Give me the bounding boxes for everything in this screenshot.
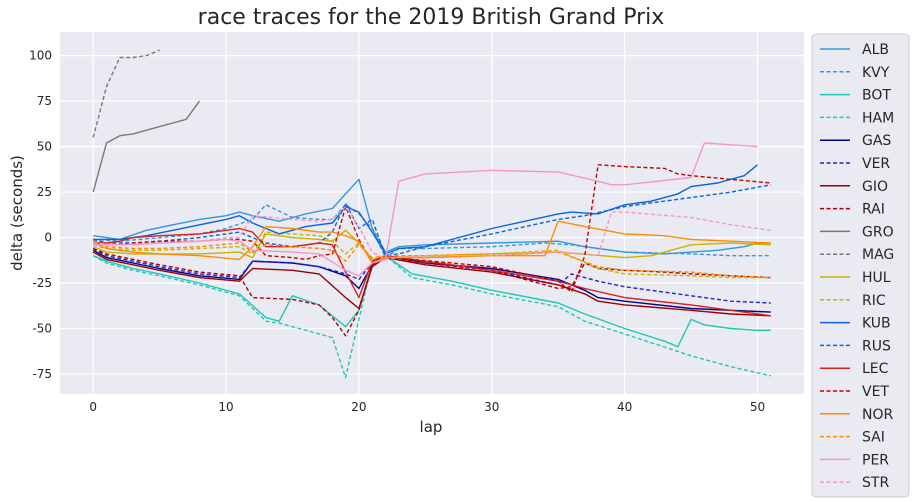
y-tick-label: 50 [37, 140, 52, 154]
legend-label-sai: SAI [862, 430, 885, 446]
legend-label-kvy: KVY [862, 65, 890, 81]
y-tick-label: 75 [37, 94, 52, 108]
legend-box [811, 33, 910, 498]
legend-label-kub: KUB [862, 316, 891, 332]
series-line-ric [93, 231, 771, 279]
legend-label-ric: RIC [862, 293, 886, 309]
legend-label-alb: ALB [862, 42, 889, 58]
legend-label-str: STR [862, 475, 889, 491]
y-axis-label: delta (seconds) [8, 155, 26, 271]
series-line-lec [93, 227, 771, 317]
series-line-str [93, 205, 771, 261]
x-tick-label: 30 [484, 400, 499, 414]
legend-label-hul: HUL [862, 270, 891, 286]
series-line-mag [92, 49, 160, 138]
x-tick-label: 10 [218, 400, 233, 414]
series-line-ham [92, 254, 771, 379]
y-tick-label: -50 [32, 322, 52, 336]
legend-label-mag: MAG [862, 247, 894, 263]
x-tick-label: 50 [750, 400, 765, 414]
y-tick-label: 25 [37, 185, 52, 199]
x-axis-label: lap [420, 418, 443, 436]
x-tick-label: 0 [89, 400, 97, 414]
legend-label-bot: BOT [862, 88, 891, 104]
legend-label-lec: LEC [862, 361, 889, 377]
series-line-ver [92, 247, 771, 304]
series-line-sai [92, 240, 771, 279]
legend-label-per: PER [862, 452, 889, 468]
series-line-kub [93, 164, 758, 255]
x-tick-label: 40 [617, 400, 632, 414]
plot-area [60, 32, 804, 394]
legend-label-gas: GAS [862, 133, 891, 149]
legend-label-rai: RAI [862, 202, 885, 218]
legend-label-gio: GIO [862, 179, 888, 195]
legend-label-rus: RUS [862, 338, 891, 354]
legend-label-vet: VET [862, 384, 889, 400]
x-tick-label: 20 [351, 400, 366, 414]
y-tick-label: 100 [29, 49, 52, 63]
y-tick-label: -75 [32, 367, 52, 381]
series-line-nor [92, 220, 771, 264]
legend-label-ver: VER [862, 156, 890, 172]
y-tick-label: -25 [32, 276, 52, 290]
y-tick-label: 0 [44, 231, 52, 245]
axis-ticks: 0 10 20 30 40 50 -75 -50 -25 0 25 50 75 100 [29, 49, 765, 414]
legend-label-nor: NOR [862, 407, 893, 423]
legend-label-ham: HAM [862, 110, 894, 126]
chart-title: race traces for the 2019 British Grand P… [198, 5, 665, 30]
series-lines [92, 49, 771, 379]
series-line-rai [92, 247, 771, 337]
series-line-per [93, 142, 758, 277]
series-line-hul [92, 229, 771, 261]
legend: ALB KVY BOT HAM GAS VER GIO RAI GRO MAG HUL RIC KUB R… [811, 33, 910, 498]
series-line-gas [92, 249, 771, 313]
legend-label-gro: GRO [862, 224, 894, 240]
series-line-gro [92, 100, 201, 193]
